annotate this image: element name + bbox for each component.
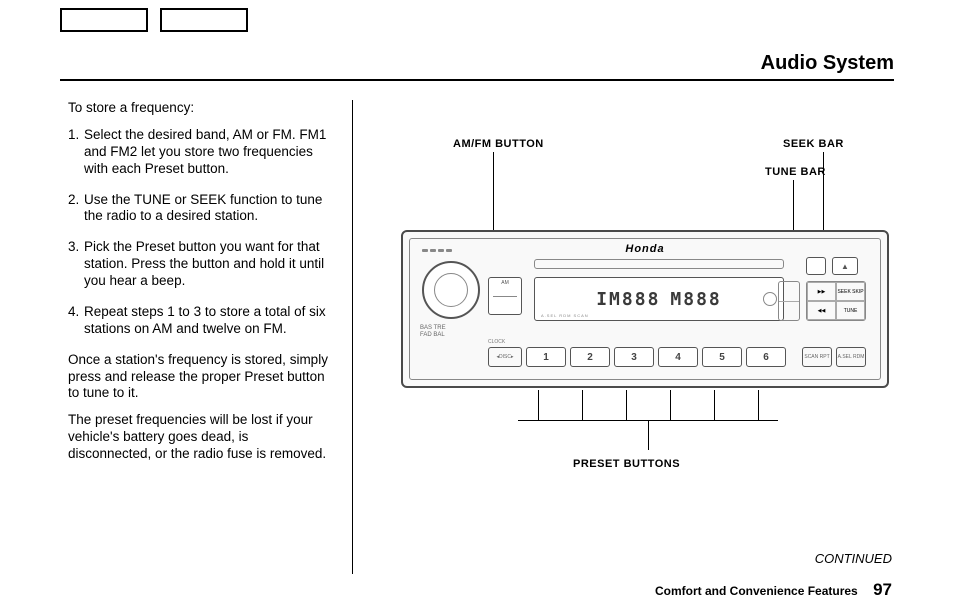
- step-3: 3.Pick the Preset button you want for th…: [68, 239, 332, 290]
- step-2: 2.Use the TUNE or SEEK function to tune …: [68, 192, 332, 226]
- am-label: AM: [489, 280, 521, 286]
- leader-v2: [582, 390, 583, 420]
- label-amfm: AM/FM BUTTON: [453, 138, 544, 150]
- radio-bezel: Honda BAS TRE FAD BAL CLOCK AM IM888 M88…: [409, 238, 881, 380]
- step-4: 4.Repeat steps 1 to 3 to store a total o…: [68, 304, 332, 338]
- seek-skip-button[interactable]: SEEK SKIP: [836, 282, 865, 301]
- step-3-text: Pick the Preset button you want for that…: [84, 239, 324, 288]
- diagram-column: AM/FM BUTTON SEEK BAR TUNE BAR Honda BAS…: [353, 100, 894, 574]
- cd-icon: [763, 292, 777, 306]
- disc-button[interactable]: ◂DISC▸: [488, 347, 522, 367]
- preset-row: 1 2 3 4 5 6: [526, 347, 786, 367]
- display-right: M888: [670, 289, 721, 310]
- cd-slot[interactable]: [534, 259, 784, 269]
- steps-list: 1.Select the desired band, AM or FM. FM1…: [68, 127, 332, 338]
- tune-up-button[interactable]: ▶▶: [807, 282, 836, 301]
- label-preset: PRESET BUTTONS: [573, 458, 680, 470]
- amfm-button[interactable]: AM: [488, 277, 522, 315]
- asel-rdm-button[interactable]: A.SEL RDM: [836, 347, 866, 367]
- tone-labels: BAS TRE FAD BAL: [420, 325, 446, 339]
- note-stored: Once a station's frequency is stored, si…: [68, 352, 332, 403]
- brand-label: Honda: [625, 243, 664, 255]
- leader-d: [648, 420, 649, 450]
- fad-bal-label: FAD BAL: [420, 332, 446, 339]
- leader-v3: [626, 390, 627, 420]
- preset-4-button[interactable]: 4: [658, 347, 698, 367]
- eject-button[interactable]: [832, 257, 858, 275]
- preset-leader-lines: [518, 390, 778, 460]
- step-1-text: Select the desired band, AM or FM. FM1 a…: [84, 127, 326, 176]
- radio-unit: Honda BAS TRE FAD BAL CLOCK AM IM888 M88…: [401, 230, 889, 388]
- step-2-text: Use the TUNE or SEEK function to tune th…: [84, 192, 322, 224]
- step-4-text: Repeat steps 1 to 3 to store a total of …: [84, 304, 326, 336]
- leader-v5: [714, 390, 715, 420]
- seek-tune-buttons: ▶▶ SEEK SKIP ◀◀ TUNE: [806, 281, 866, 321]
- leader-v4: [670, 390, 671, 420]
- scan-rpt-button[interactable]: SCAN RPT: [802, 347, 832, 367]
- note-lost: The preset frequencies will be lost if y…: [68, 412, 332, 463]
- indicator-dots: [422, 249, 452, 252]
- page-header: Audio System: [60, 52, 894, 81]
- intro-text: To store a frequency:: [68, 100, 332, 117]
- lcd-display: IM888 M888 A.SEL RDM SCAN: [534, 277, 784, 321]
- label-tune: TUNE BAR: [765, 166, 826, 178]
- page-number: 97: [873, 580, 892, 599]
- aux-buttons: SCAN RPT A.SEL RDM: [802, 347, 866, 367]
- page-footer: Comfort and Convenience Features 97: [655, 580, 892, 600]
- leader-v6: [758, 390, 759, 420]
- volume-knob[interactable]: [422, 261, 480, 319]
- label-seek: SEEK BAR: [783, 138, 844, 150]
- preset-1-button[interactable]: 1: [526, 347, 566, 367]
- display-left: IM888: [596, 289, 660, 310]
- tune-down-button[interactable]: ◀◀: [807, 301, 836, 320]
- clock-label: CLOCK: [488, 339, 505, 345]
- section-name: Comfort and Convenience Features: [655, 584, 858, 598]
- tune-rocker[interactable]: [778, 281, 800, 321]
- step-1: 1.Select the desired band, AM or FM. FM1…: [68, 127, 332, 178]
- instructions-column: To store a frequency: 1.Select the desir…: [68, 100, 353, 574]
- bas-tre-label: BAS TRE: [420, 325, 446, 332]
- display-sub: A.SEL RDM SCAN: [541, 313, 589, 318]
- preset-3-button[interactable]: 3: [614, 347, 654, 367]
- preset-2-button[interactable]: 2: [570, 347, 610, 367]
- top-tabs: [60, 8, 248, 32]
- leader-v1: [538, 390, 539, 420]
- tab-blank-1[interactable]: [60, 8, 148, 32]
- tab-blank-2[interactable]: [160, 8, 248, 32]
- continued-label: CONTINUED: [815, 551, 892, 566]
- play-button[interactable]: [806, 257, 826, 275]
- page-title: Audio System: [60, 52, 894, 75]
- tune-label[interactable]: TUNE: [836, 301, 865, 320]
- content-area: To store a frequency: 1.Select the desir…: [68, 100, 894, 574]
- preset-6-button[interactable]: 6: [746, 347, 786, 367]
- preset-5-button[interactable]: 5: [702, 347, 742, 367]
